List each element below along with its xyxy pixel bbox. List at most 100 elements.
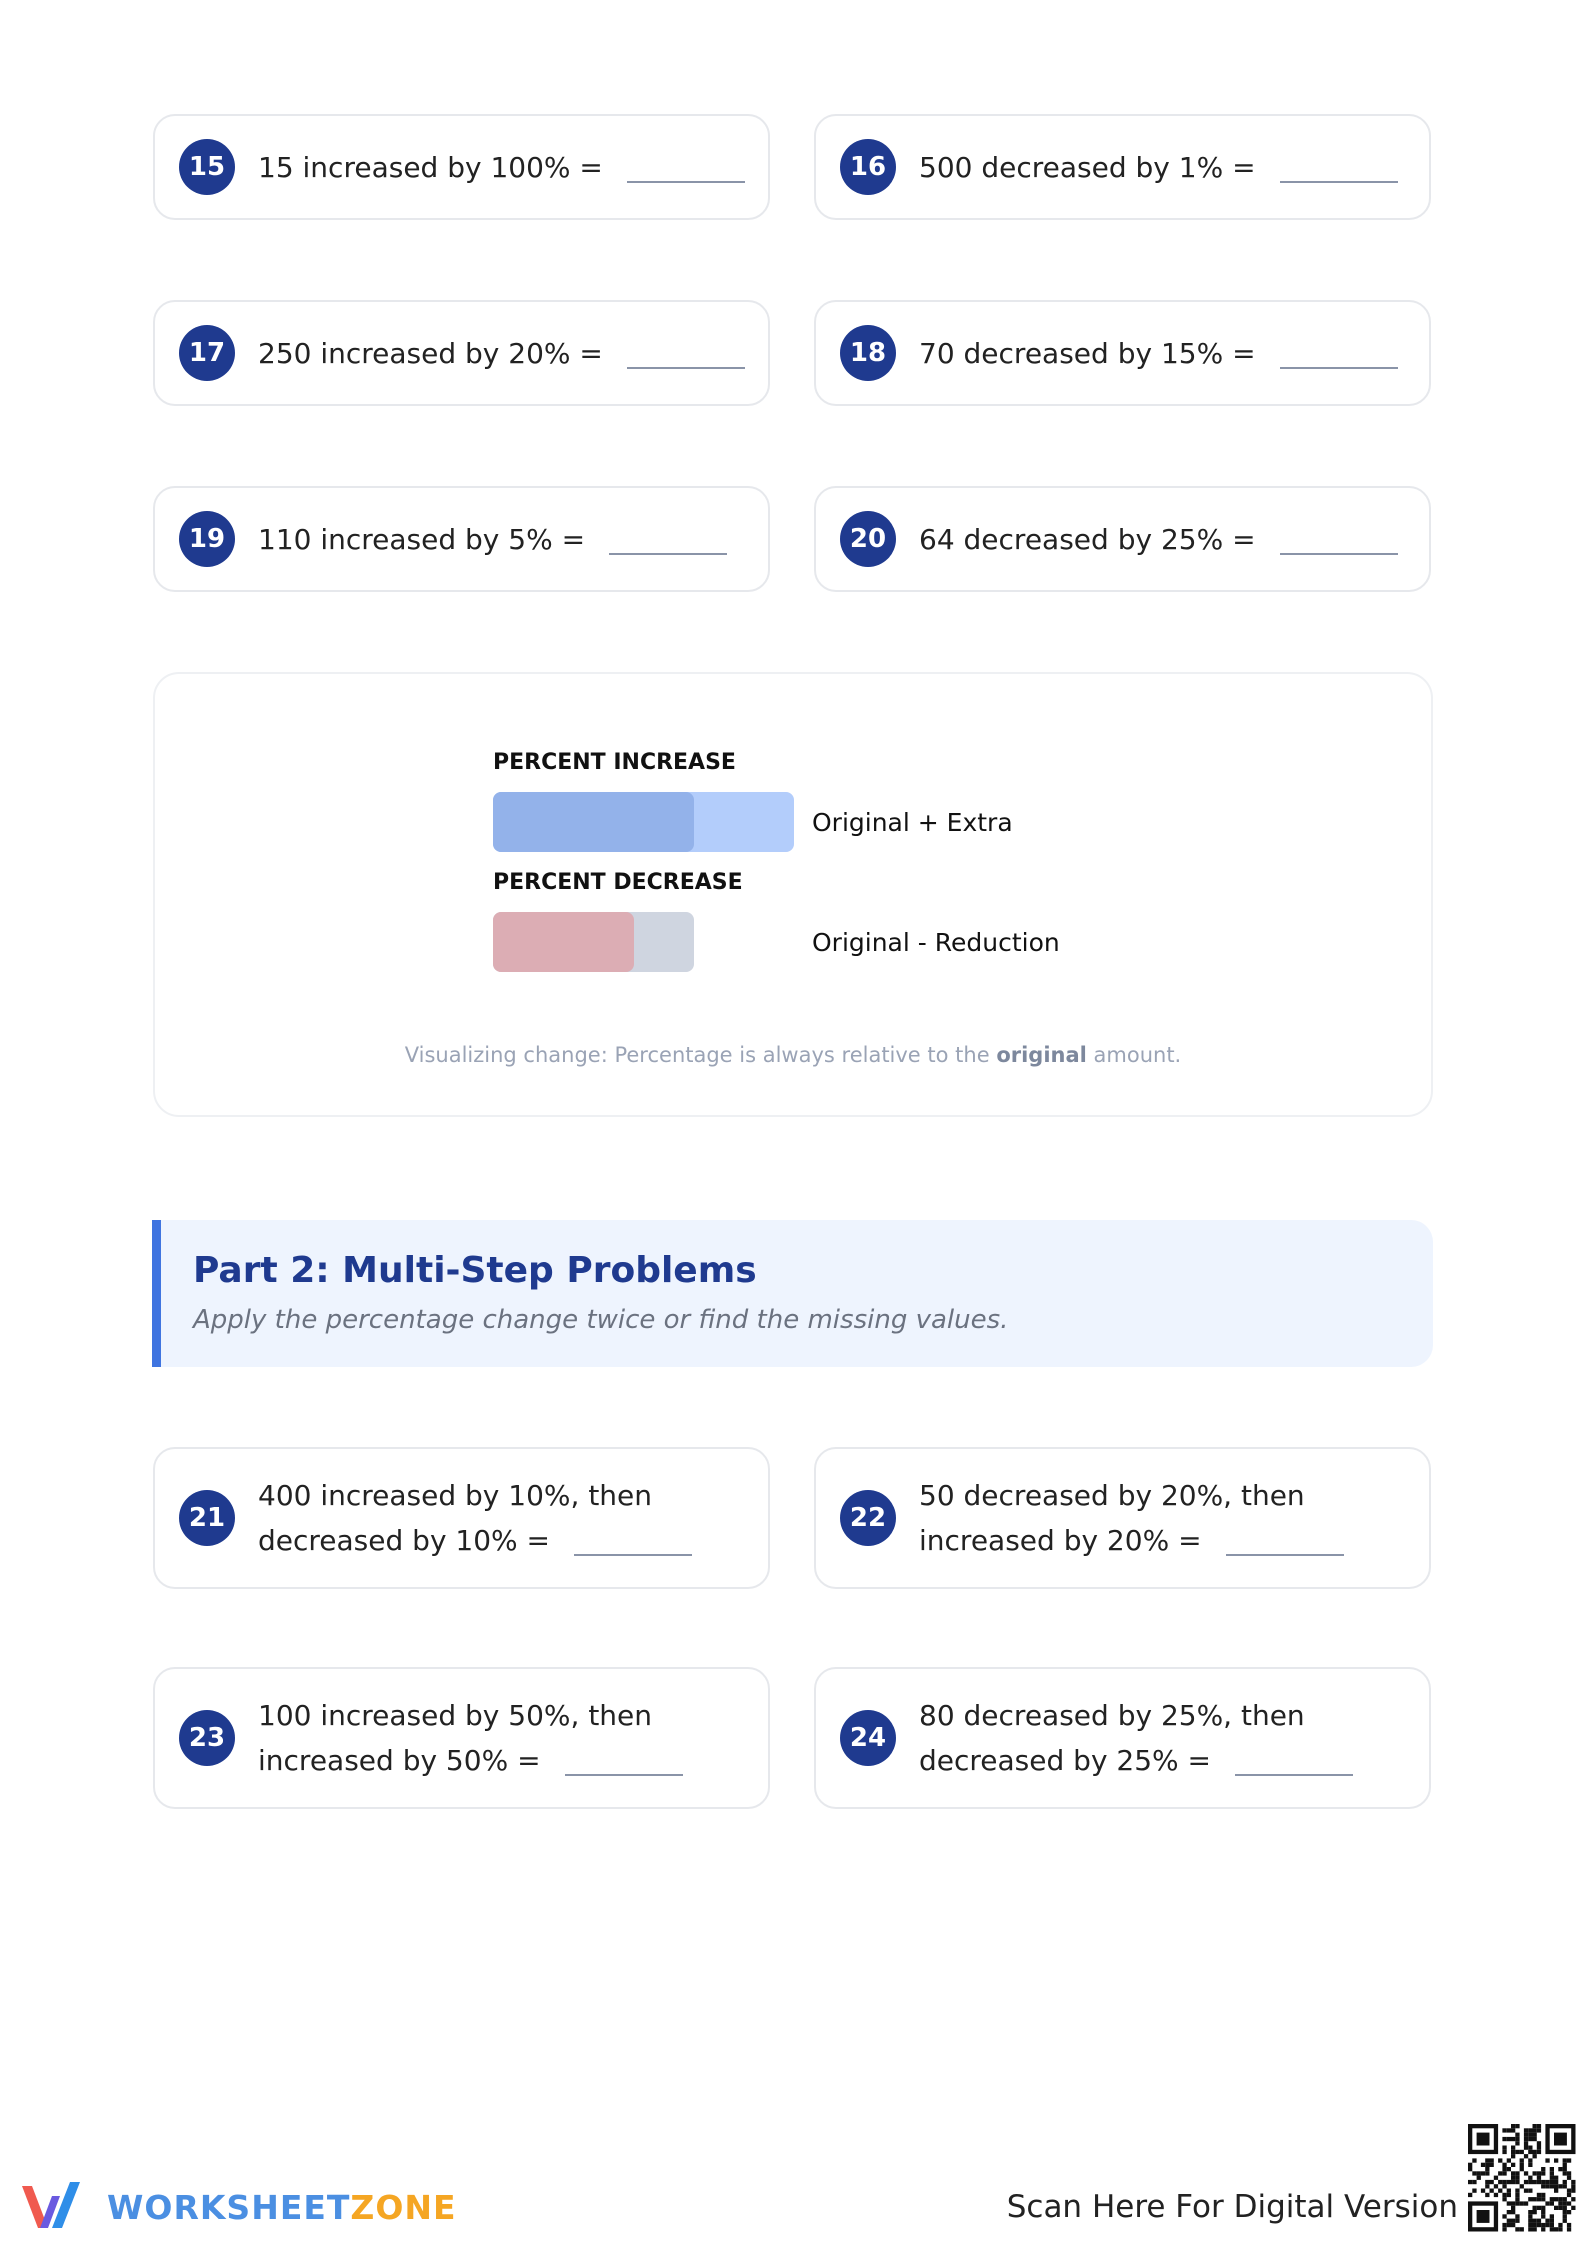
qr-cell: [1549, 2214, 1554, 2219]
problem-number: 16: [840, 139, 896, 195]
qr-cell: [1468, 2162, 1473, 2167]
qr-cell: [1536, 2205, 1542, 2210]
qr-cell: [1498, 2179, 1503, 2185]
original-bar: [493, 792, 694, 852]
problem-text: 400 increased by 10%, then decreased by 1…: [258, 1473, 693, 1563]
qr-cell: [1532, 2136, 1537, 2142]
qr-cell: [1523, 2201, 1529, 2206]
problem-card: 15 15 increased by 100% =: [153, 114, 770, 220]
qr-cell: [1532, 2128, 1537, 2133]
qr-cell: [1566, 2227, 1572, 2232]
qr-cell: [1554, 2132, 1567, 2146]
qr-cell: [1528, 2197, 1533, 2202]
caption-bold: original: [996, 1043, 1087, 1067]
qr-cell: [1549, 2167, 1554, 2172]
problem-line-text: 100 increased by 50%, then: [258, 1699, 653, 1732]
problem-text: 64 decreased by 25% =: [919, 517, 1398, 562]
qr-cell: [1528, 2162, 1533, 2167]
qr-cell: [1515, 2192, 1520, 2198]
qr-cell: [1528, 2218, 1533, 2223]
qr-cell: [1485, 2179, 1490, 2185]
problem-card: 22 50 decreased by 20%, then increased by …: [814, 1447, 1431, 1589]
qr-cell: [1506, 2210, 1511, 2215]
qr-cell: [1519, 2184, 1524, 2189]
qr-cell: [1554, 2175, 1559, 2180]
qr-cell: [1545, 2158, 1550, 2163]
qr-cell: [1566, 2201, 1572, 2206]
problem-line: 64 decreased by 25% =: [919, 517, 1398, 562]
problem-text: 80 decreased by 25%, then decreased by 25…: [919, 1693, 1354, 1783]
problem-line: 500 decreased by 1% =: [919, 145, 1398, 190]
qr-cell: [1549, 2184, 1554, 2189]
qr-cell: [1472, 2179, 1477, 2185]
qr-cell: [1528, 2132, 1533, 2137]
qr-cell: [1549, 2179, 1554, 2185]
qr-cell: [1549, 2227, 1554, 2232]
problem-number: 19: [179, 511, 235, 567]
qr-cell: [1541, 2167, 1546, 2172]
qr-cell: [1502, 2197, 1507, 2202]
problem-card: 18 70 decreased by 15% =: [814, 300, 1431, 406]
caption-text: amount.: [1086, 1043, 1182, 1067]
qr-cell: [1562, 2210, 1567, 2215]
problem-card: 24 80 decreased by 25%, then decreased by …: [814, 1667, 1431, 1809]
problem-line: 50 decreased by 20%, then: [919, 1473, 1344, 1518]
problem-line-text: 250 increased by 20% =: [258, 336, 603, 370]
qr-cell: [1541, 2227, 1546, 2232]
qr-cell: [1549, 2201, 1554, 2206]
qr-cell: [1536, 2171, 1542, 2176]
qr-cell: [1566, 2210, 1572, 2215]
qr-cell: [1532, 2205, 1537, 2210]
qr-cell: [1528, 2227, 1533, 2232]
qr-cell: [1515, 2227, 1520, 2232]
remaining-bar: [493, 912, 634, 972]
qr-cell: [1558, 2184, 1563, 2189]
qr-cell: [1476, 2171, 1481, 2176]
qr-cell: [1541, 2222, 1546, 2228]
qr-cell: [1506, 2179, 1511, 2185]
qr-cell: [1558, 2201, 1563, 2206]
qr-cell: [1549, 2171, 1554, 2176]
answer-blank: [1279, 366, 1398, 369]
answer-blank: [574, 1554, 693, 1556]
qr-cell: [1562, 2184, 1567, 2189]
qr-cell: [1511, 2222, 1516, 2228]
qr-cell: [1515, 2149, 1520, 2155]
decrease-label: PERCENT DECREASE: [493, 870, 743, 895]
answer-blank: [609, 552, 728, 555]
problem-text: 15 increased by 100% =: [258, 145, 745, 190]
qr-cell: [1532, 2227, 1537, 2232]
qr-cell: [1562, 2167, 1567, 2172]
problem-line: 70 decreased by 15% =: [919, 331, 1398, 376]
qr-cell: [1558, 2197, 1563, 2202]
qr-cell: [1554, 2184, 1559, 2189]
qr-cell: [1541, 2171, 1546, 2176]
qr-cell: [1485, 2192, 1490, 2198]
problem-line-text: 80 decreased by 25%, then: [919, 1699, 1305, 1732]
qr-cell: [1536, 2145, 1542, 2150]
qr-cell: [1493, 2184, 1499, 2189]
problem-number: 21: [179, 1490, 235, 1546]
qr-cell: [1502, 2227, 1507, 2232]
qr-cell: [1571, 2188, 1576, 2193]
qr-cell: [1549, 2218, 1554, 2223]
qr-cell: [1468, 2192, 1473, 2198]
qr-cell: [1489, 2179, 1494, 2185]
qr-cell: [1506, 2188, 1511, 2193]
qr-cell: [1511, 2136, 1516, 2142]
qr-cell: [1498, 2171, 1503, 2176]
qr-cell: [1502, 2162, 1507, 2167]
qr-cell: [1558, 2222, 1563, 2228]
qr-cell: [1545, 2222, 1550, 2228]
answer-blank: [626, 366, 745, 369]
qr-cell: [1528, 2179, 1533, 2185]
qr-cell: [1511, 2162, 1516, 2167]
qr-cell: [1511, 2205, 1516, 2210]
qr-cell: [1549, 2222, 1554, 2228]
problem-line: 80 decreased by 25%, then: [919, 1693, 1353, 1738]
problem-line-text: 400 increased by 10%, then: [258, 1479, 653, 1512]
qr-cell: [1528, 2145, 1533, 2150]
qr-cell: [1528, 2128, 1533, 2133]
qr-cell: [1502, 2136, 1507, 2142]
qr-cell: [1472, 2188, 1477, 2193]
